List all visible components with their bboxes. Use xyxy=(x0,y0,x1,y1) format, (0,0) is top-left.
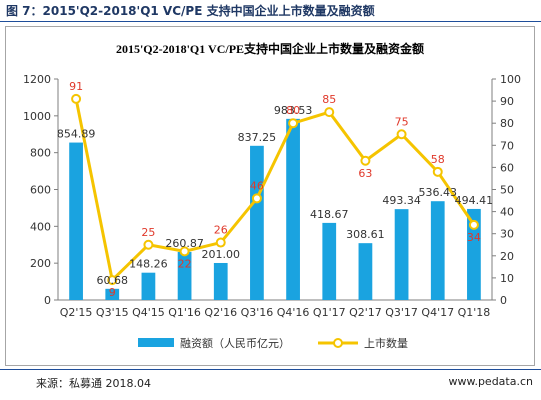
bar xyxy=(430,201,445,300)
legend-line-label: 上市数量 xyxy=(364,336,408,350)
x-tick-label: Q3'16 xyxy=(241,306,274,319)
x-tick-label: Q1'16 xyxy=(168,306,201,319)
x-tick-label: Q4'17 xyxy=(421,306,454,319)
x-tick-label: Q3'15 xyxy=(96,306,129,319)
source-note: 来源：私募通 2018.04 xyxy=(36,377,151,390)
right-tick-label: 80 xyxy=(500,117,514,130)
bar xyxy=(213,262,228,300)
bar-value-label: 536.43 xyxy=(419,186,458,199)
combo-chart: 2015'Q2-2018'Q1 VC/PE支持中国企业上市数量及融资金额0200… xyxy=(23,41,521,350)
x-tick-label: Q2'16 xyxy=(204,306,237,319)
right-tick-label: 90 xyxy=(500,95,514,108)
bar-value-label: 60.68 xyxy=(97,274,129,287)
x-tick-label: Q1'17 xyxy=(313,306,346,319)
x-tick-label: Q1'18 xyxy=(458,306,491,319)
x-tick-label: Q2'17 xyxy=(349,306,382,319)
bar-value-label: 983.53 xyxy=(274,104,313,117)
bar xyxy=(358,243,373,300)
footer: 来源：私募通 2018.04 www.pedata.cn xyxy=(0,371,541,393)
line-point xyxy=(143,239,154,250)
left-tick-label: 1200 xyxy=(23,73,51,86)
bar xyxy=(250,145,264,300)
line-point xyxy=(179,246,190,257)
bar xyxy=(141,272,156,300)
line-point xyxy=(288,118,299,129)
bar-value-label: 308.61 xyxy=(346,228,385,241)
bar-value-label: 854.89 xyxy=(57,128,96,141)
chart-title: 2015'Q2-2018'Q1 VC/PE支持中国企业上市数量及融资金额 xyxy=(116,41,424,56)
line-point xyxy=(251,193,262,204)
bar xyxy=(105,288,120,300)
line-value-label: 85 xyxy=(322,93,336,106)
line-value-label: 26 xyxy=(214,224,228,237)
right-tick-label: 0 xyxy=(500,294,507,307)
right-tick-label: 20 xyxy=(500,250,514,263)
bar xyxy=(394,209,409,300)
line-value-label: 91 xyxy=(69,80,83,93)
website-link[interactable]: www.pedata.cn xyxy=(448,375,533,388)
bar-value-label: 148.26 xyxy=(129,258,168,271)
line-value-label: 75 xyxy=(395,115,409,128)
bar-value-label: 493.34 xyxy=(382,194,421,207)
chart-container: 2015'Q2-2018'Q1 VC/PE支持中国企业上市数量及融资金额 0 200… xyxy=(5,26,535,366)
right-tick-label: 40 xyxy=(500,206,514,219)
line-point xyxy=(107,275,118,286)
line-point xyxy=(71,93,82,104)
footer-divider xyxy=(0,369,541,370)
right-tick-label: 50 xyxy=(500,184,514,197)
bar-value-label: 260.87 xyxy=(165,237,204,250)
count-line xyxy=(74,98,476,284)
legend-bar-label: 融资额（人民币亿元） xyxy=(180,337,290,350)
bar xyxy=(177,251,192,300)
line-value-label: 63 xyxy=(358,167,372,180)
line-value-label: 80 xyxy=(286,104,300,117)
header-divider xyxy=(0,21,541,22)
line-value-label: 34 xyxy=(467,231,481,244)
bar xyxy=(69,142,83,300)
left-tick-label: 600 xyxy=(30,184,51,197)
left-tick-label: 200 xyxy=(30,257,51,270)
bar xyxy=(286,118,300,300)
bar-value-label: 494.41 xyxy=(455,194,494,207)
legend-line-marker xyxy=(333,338,343,348)
figure-caption: 图 7：2015'Q2-2018'Q1 VC/PE 支持中国企业上市数量及融资额 xyxy=(6,4,375,18)
right-tick-label: 70 xyxy=(500,139,514,152)
bar-value-label: 837.25 xyxy=(238,131,277,144)
right-tick-label: 10 xyxy=(500,272,514,285)
x-tick-label: Q2'15 xyxy=(60,306,93,319)
bar-value-label: 418.67 xyxy=(310,208,349,221)
line-point xyxy=(468,219,479,230)
left-tick-label: 800 xyxy=(30,147,51,160)
line-point xyxy=(396,129,407,140)
legend-bar-swatch xyxy=(138,338,174,347)
line-value-label: 58 xyxy=(431,153,445,166)
x-tick-label: Q4'15 xyxy=(132,306,165,319)
line-value-label: 46 xyxy=(250,179,264,192)
line-value-label: 25 xyxy=(141,226,155,239)
left-tick-label: 1000 xyxy=(23,110,51,123)
left-tick-label: 0 xyxy=(44,294,51,307)
line-point xyxy=(215,237,226,248)
x-tick-label: Q3'17 xyxy=(385,306,418,319)
line-point xyxy=(432,166,443,177)
line-value-label: 9 xyxy=(109,286,116,299)
bar xyxy=(322,222,337,300)
x-tick-label: Q4'16 xyxy=(277,306,310,319)
bar xyxy=(467,208,481,300)
line-point xyxy=(360,155,371,166)
line-value-label: 22 xyxy=(178,257,192,270)
line-point xyxy=(324,107,335,118)
right-tick-label: 100 xyxy=(500,73,521,86)
right-tick-label: 30 xyxy=(500,228,514,241)
left-tick-label: 400 xyxy=(30,220,51,233)
bar-value-label: 201.00 xyxy=(202,248,241,261)
right-tick-label: 60 xyxy=(500,161,514,174)
